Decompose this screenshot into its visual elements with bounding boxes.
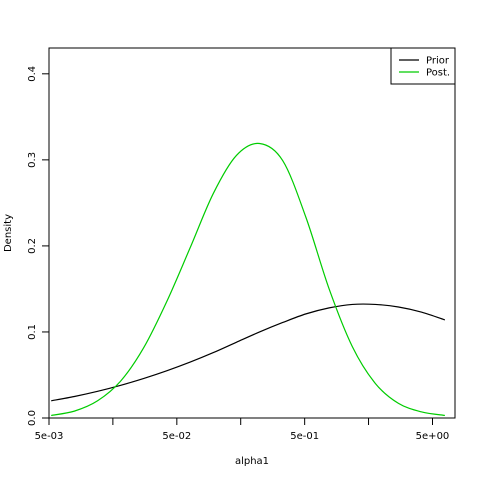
series-line-post [51, 142, 445, 417]
y-tick-label: 0.0 [27, 410, 38, 426]
y-tick-label: 0.2 [27, 238, 38, 254]
x-tick-label: 5e-03 [35, 431, 64, 442]
x-axis-title: alpha1 [235, 456, 269, 467]
x-tick-label: 5e-01 [290, 431, 319, 442]
plot-frame [48, 47, 456, 419]
y-tick-label: 0.4 [27, 66, 38, 82]
legend-label-post: Post. [426, 68, 450, 79]
series-line-prior [51, 303, 446, 402]
legend-label-prior: Prior [426, 56, 450, 67]
x-tick-label: 5e-02 [162, 431, 191, 442]
y-tick-label: 0.1 [27, 324, 38, 340]
y-axis-title: Density [3, 214, 14, 252]
x-tick-label: 5e+00 [416, 431, 450, 442]
y-tick-label: 0.3 [27, 152, 38, 168]
legend-box [390, 47, 456, 85]
plot-layer: 5e-03 5e-02 5e-01 5e+00 0.0 0.1 0.2 0.3 0.4 Prior… [27, 47, 456, 442]
